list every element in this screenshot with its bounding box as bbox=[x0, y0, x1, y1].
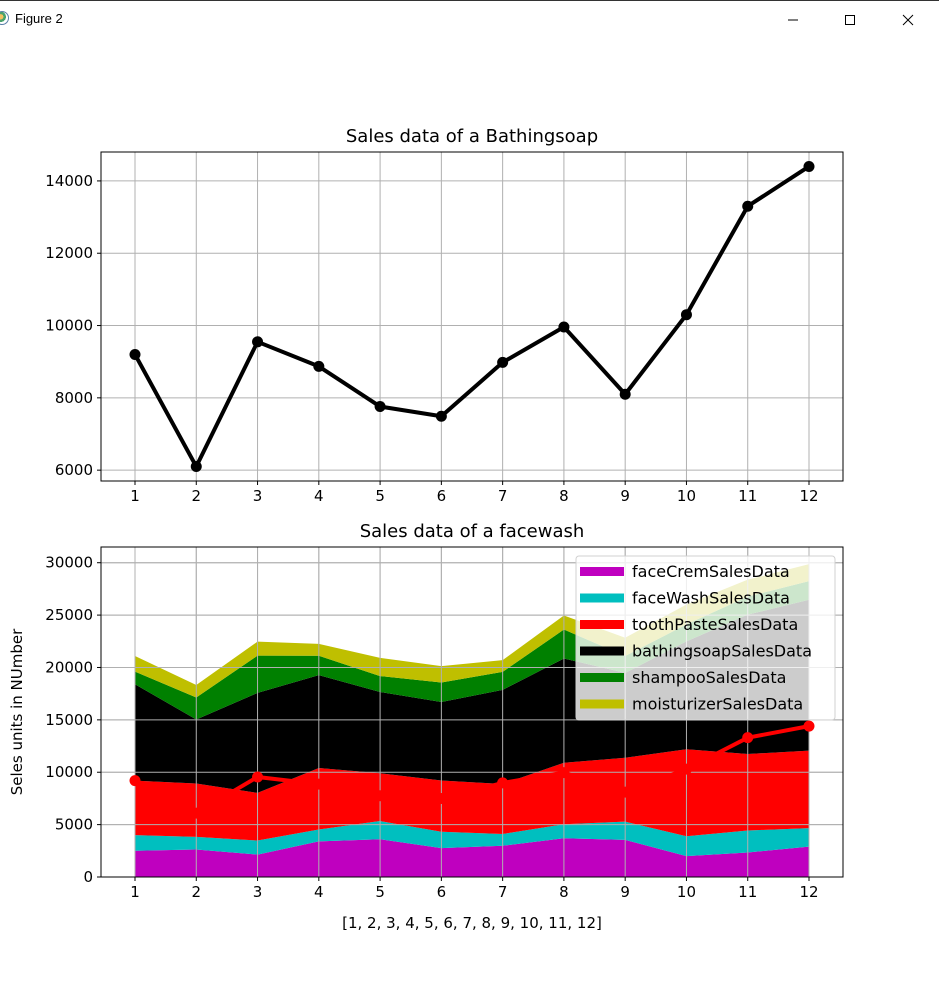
x-axis-label: [1, 2, 3, 4, 5, 6, 7, 8, 9, 10, 11, 12] bbox=[342, 914, 602, 932]
legend: faceCremSalesData faceWashSalesData toothP… bbox=[575, 555, 836, 721]
data-point-marker bbox=[803, 720, 815, 732]
x-tick-label: 1 bbox=[130, 883, 140, 901]
maximize-button[interactable] bbox=[827, 1, 873, 39]
x-tick-label: 5 bbox=[375, 883, 385, 901]
stack-area-bathingsoapSalesData bbox=[135, 599, 809, 793]
x-tick-label: 11 bbox=[738, 487, 757, 505]
series-line bbox=[133, 164, 811, 469]
legend-swatch bbox=[580, 593, 624, 603]
legend-swatch bbox=[580, 699, 624, 709]
data-point-marker bbox=[129, 348, 141, 360]
x-tick-label: 3 bbox=[253, 883, 263, 901]
data-point-marker bbox=[374, 401, 386, 413]
y-tick-label: 15000 bbox=[45, 711, 93, 729]
x-tick-label: 5 bbox=[375, 487, 385, 505]
x-tick-label: 11 bbox=[738, 883, 757, 901]
x-tick-label: 10 bbox=[677, 487, 696, 505]
matplotlib-app-icon bbox=[0, 11, 9, 25]
data-point-marker bbox=[435, 793, 447, 805]
legend-label: bathingsoapSalesData bbox=[632, 642, 812, 661]
x-tick-label: 9 bbox=[620, 883, 630, 901]
legend-swatch bbox=[580, 567, 624, 576]
data-point-marker bbox=[129, 775, 141, 787]
legend-swatch bbox=[580, 620, 624, 629]
maximize-icon bbox=[845, 15, 855, 25]
y-tick-label: 20000 bbox=[45, 658, 93, 676]
data-point-marker bbox=[190, 461, 202, 473]
x-tick-label: 6 bbox=[437, 487, 447, 505]
legend-label: toothPasteSalesData bbox=[632, 615, 798, 634]
x-tick-label: 7 bbox=[498, 487, 508, 505]
data-point-marker bbox=[803, 160, 815, 172]
minimize-icon bbox=[788, 19, 798, 21]
y-tick-label: 5000 bbox=[55, 816, 93, 834]
figure-canvas: 1 2 3 4 5 6 7 8 9 10 11 1260008000100001200014000Sa… bbox=[8, 126, 844, 932]
y-tick-label: 30000 bbox=[45, 554, 93, 572]
data-point-marker bbox=[558, 321, 570, 333]
data-point-marker bbox=[742, 732, 754, 744]
facewash-stacked-area-chart: 1 2 3 4 5 6 7 8 9 10 11 120500010000150002000025000… bbox=[8, 521, 844, 932]
y-tick-label: 10000 bbox=[45, 317, 93, 335]
data-point-marker bbox=[680, 763, 692, 775]
data-point-marker bbox=[190, 807, 202, 819]
data-point-marker bbox=[313, 360, 325, 372]
data-point-marker bbox=[497, 356, 509, 368]
legend-swatch bbox=[580, 673, 624, 682]
y-tick-label: 12000 bbox=[45, 244, 93, 262]
y-tick-label: 8000 bbox=[55, 389, 93, 407]
data-point-marker bbox=[435, 410, 447, 422]
x-tick-label: 4 bbox=[314, 883, 324, 901]
x-tick-label: 2 bbox=[191, 487, 201, 505]
axes-frame bbox=[100, 151, 844, 482]
chart-title: Sales data of a facewash bbox=[360, 521, 585, 542]
legend-swatch bbox=[580, 646, 624, 656]
data-point-marker bbox=[374, 790, 386, 802]
stack-area-moisturizerSalesData bbox=[135, 564, 809, 698]
y-tick-label: 10000 bbox=[45, 763, 93, 781]
data-point-marker bbox=[252, 771, 264, 783]
close-icon bbox=[902, 14, 914, 26]
axes-frame bbox=[100, 546, 844, 878]
legend-label: shampooSalesData bbox=[632, 668, 786, 687]
y-axis-label: Seles units in NUmber bbox=[8, 628, 26, 795]
chart-title: Sales data of a Bathingsoap bbox=[346, 126, 598, 147]
data-point-marker bbox=[619, 786, 631, 798]
legend-label: moisturizerSalesData bbox=[632, 695, 803, 714]
y-tick-label: 6000 bbox=[55, 461, 93, 479]
stack-area-faceWashSalesData bbox=[135, 821, 809, 857]
x-tick-label: 10 bbox=[677, 883, 696, 901]
legend-label: faceWashSalesData bbox=[632, 589, 790, 608]
legend-label: faceCremSalesData bbox=[632, 562, 790, 581]
x-tick-label: 12 bbox=[799, 487, 818, 505]
x-tick-label: 8 bbox=[559, 883, 569, 901]
data-point-marker bbox=[252, 336, 264, 348]
y-tick-label: 0 bbox=[83, 868, 93, 886]
data-point-marker bbox=[619, 388, 631, 400]
bathingsoap-line-chart: 1 2 3 4 5 6 7 8 9 10 11 1260008000100001200014000Sa… bbox=[45, 126, 844, 505]
x-tick-label: 3 bbox=[253, 487, 263, 505]
data-point-marker bbox=[742, 200, 754, 212]
y-tick-label: 14000 bbox=[45, 172, 93, 190]
overlay-line bbox=[134, 724, 810, 816]
x-tick-label: 9 bbox=[620, 487, 630, 505]
window-titlebar: Figure 2 bbox=[0, 0, 939, 38]
data-point-marker bbox=[497, 777, 509, 789]
x-tick-label: 2 bbox=[191, 883, 201, 901]
x-tick-label: 8 bbox=[559, 487, 569, 505]
stack-area-shampooSalesData bbox=[135, 581, 809, 720]
x-tick-label: 6 bbox=[437, 883, 447, 901]
legend-box bbox=[575, 555, 836, 721]
x-tick-label: 7 bbox=[498, 883, 508, 901]
x-tick-label: 1 bbox=[130, 487, 140, 505]
data-point-marker bbox=[680, 309, 692, 321]
stack-area-faceCremSalesData bbox=[135, 838, 809, 877]
window-title: Figure 2 bbox=[15, 11, 63, 26]
x-tick-label: 4 bbox=[314, 487, 324, 505]
data-point-marker bbox=[558, 767, 570, 779]
close-button[interactable] bbox=[885, 1, 931, 39]
minimize-button[interactable] bbox=[770, 1, 816, 39]
data-point-marker bbox=[313, 778, 325, 790]
x-tick-label: 12 bbox=[799, 883, 818, 901]
y-tick-label: 25000 bbox=[45, 606, 93, 624]
